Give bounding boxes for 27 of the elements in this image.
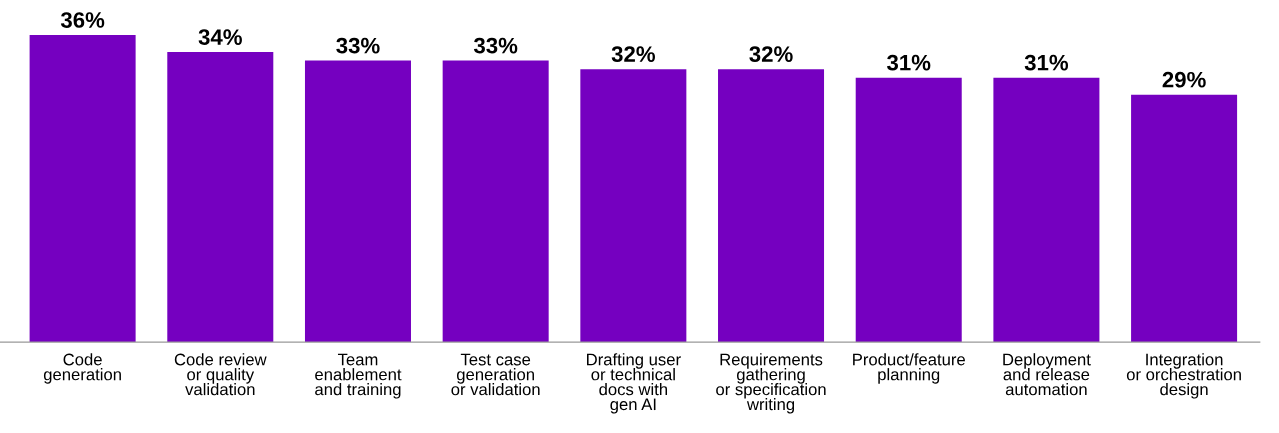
bar — [1131, 94, 1238, 343]
bar — [304, 60, 411, 343]
data-label: 32% — [749, 46, 793, 63]
data-label: 33% — [473, 37, 518, 54]
data-label: 34% — [198, 29, 242, 45]
bar — [993, 77, 1100, 343]
data-label: 33% — [336, 37, 380, 54]
bar — [442, 60, 549, 343]
x-tick-label: Drafting user or technical docs with gen AI — [587, 353, 681, 414]
x-tick-label: Test case generation or validation — [451, 353, 540, 396]
bar — [167, 52, 274, 343]
x-tick-label: Requirements gathering or specification writing — [716, 353, 826, 414]
bar — [855, 77, 962, 343]
data-label: 29% — [1162, 71, 1206, 88]
x-tick-label: Product/feature planning — [853, 353, 965, 384]
bar — [580, 69, 687, 343]
x-tick-label: Code generation — [43, 353, 121, 384]
x-tick-label: Integration or orchestration design — [1126, 353, 1241, 399]
bar — [718, 69, 825, 343]
x-tick-label: Team enablement and training — [315, 353, 402, 399]
bar — [29, 35, 136, 343]
data-label: 36% — [60, 12, 105, 28]
data-label: 32% — [611, 46, 655, 63]
x-tick-label: Code review or quality validation — [174, 353, 267, 396]
data-label: 31% — [886, 54, 931, 71]
data-label: 31% — [1024, 54, 1069, 71]
x-tick-label: Deployment and release automation — [1003, 353, 1091, 396]
